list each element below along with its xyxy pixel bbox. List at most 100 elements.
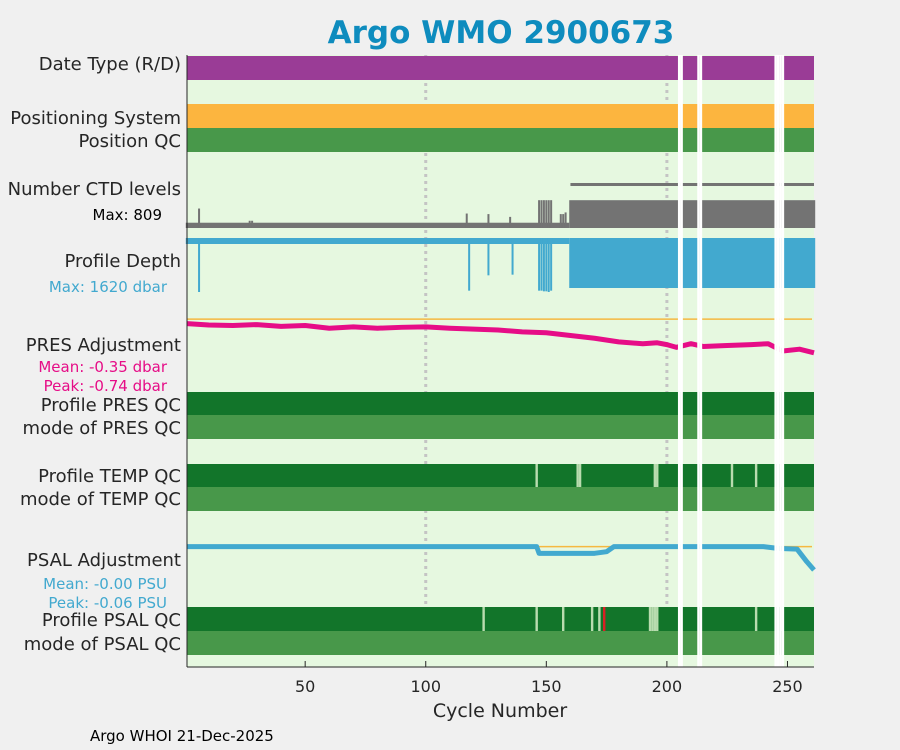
label-date-type: Date Type (R/D): [39, 54, 181, 75]
row-labels: Date Type (R/D) Positioning SystemPositio…: [8, 54, 181, 655]
label-mode-psal-qc: mode of PSAL QC: [24, 634, 181, 655]
x-tick-label-250: 250: [772, 677, 803, 696]
ctd-spike-149: [542, 200, 545, 228]
ctd-block-0: [185, 222, 570, 228]
psal-qc-flag-124: [482, 607, 485, 631]
label-profile-pres-qc: Profile PRES QC: [41, 395, 181, 416]
x-tick-label-150: 150: [531, 677, 562, 696]
x-tick-label-200: 200: [652, 677, 683, 696]
missing-cycle-gap-247: [779, 55, 782, 667]
ctd-spike-151: [547, 200, 550, 228]
psal-qc-flag-237: [754, 607, 758, 631]
label-mode-temp-qc: mode of TEMP QC: [20, 489, 181, 510]
label-profile-temp-qc: Profile TEMP QC: [38, 466, 181, 487]
depth-spike-147: [538, 238, 541, 291]
label-psal-adjustment: PSAL Adjustment: [27, 550, 181, 571]
ctd-spike-126: [487, 214, 490, 228]
psal-qc-flag-146: [535, 607, 538, 631]
missing-cycle-gap-214: [699, 55, 703, 667]
ctd-spike-158: [564, 212, 567, 228]
mode-pres-qc-band: [187, 415, 814, 439]
label-mode-pres-qc: mode of PRES QC: [23, 418, 181, 439]
x-tick-label-50: 50: [295, 677, 315, 696]
depth-spike-136: [511, 238, 514, 275]
depth-spike-148: [540, 238, 543, 291]
label-pres-adjustment: PRES Adjustment: [26, 335, 181, 356]
temp-qc-flag-196: [656, 464, 659, 487]
depth-spike-6: [198, 238, 201, 292]
temp-qc-flag-163: [576, 464, 579, 487]
x-axis-label: Cycle Number: [433, 700, 567, 722]
ctd-block-1: [569, 200, 816, 228]
ctd-spike-27: [248, 220, 251, 228]
psal-qc-flag-169: [590, 607, 594, 631]
label-profile-psal-qc: Profile PSAL QC: [42, 610, 181, 631]
psal-qc-flag-195: [653, 607, 657, 631]
plot-area: [187, 55, 814, 667]
x-tick-label-100: 100: [410, 677, 441, 696]
date-type-band: [187, 56, 814, 80]
label-pres-mean: Mean: -0.35 dbar: [38, 358, 168, 376]
pres-adjustment-line: [186, 321, 815, 356]
psal-qc-flag-194: [651, 607, 654, 631]
ctd-spike-156: [559, 214, 562, 228]
temp-qc-flag-195: [653, 464, 657, 487]
label-pres-peak: Peak: -0.74 dbar: [44, 377, 168, 395]
missing-cycle-gap-245: [774, 55, 777, 667]
footer-credit: Argo WHOI 21-Dec-2025: [90, 727, 274, 745]
temp-qc-flag-146: [535, 464, 538, 487]
depth-block-1: [569, 238, 816, 288]
positioning-system-band: [187, 104, 814, 128]
psal-qc-flag-196: [656, 607, 659, 631]
depth-spike-152: [550, 238, 553, 291]
label-psal-peak: Peak: -0.06 PSU: [48, 594, 167, 612]
profile-pres-qc-band: [187, 392, 814, 415]
temp-qc-flag-237: [754, 464, 758, 487]
ctd-max-edge: [570, 183, 814, 186]
depth-spike-150: [545, 238, 548, 292]
ctd-spike-28: [251, 220, 254, 228]
chart-title: Argo WMO 2900673: [328, 15, 675, 51]
label-number-ctd-levels: Number CTD levels: [8, 179, 181, 200]
temp-qc-flag-164: [578, 464, 582, 487]
ctd-spike-6: [198, 208, 201, 228]
depth-spike-151: [547, 238, 550, 292]
ctd-spike-157: [562, 214, 565, 228]
depth-block-0: [185, 238, 570, 244]
label-positioning-system: Positioning System: [10, 108, 181, 129]
label-profile-depth: Profile Depth: [64, 251, 181, 272]
ctd-spike-150: [545, 200, 548, 228]
ctd-spike-117: [465, 213, 468, 228]
missing-cycle-gaps: [677, 55, 785, 667]
label-position-qc: Position QC: [78, 131, 181, 152]
missing-cycle-gap-246: [776, 55, 780, 667]
psal-qc-bad-flag-174: [602, 607, 606, 631]
ctd-spike-147: [538, 200, 541, 228]
mode-temp-qc-band: [187, 487, 814, 511]
temp-qc-flag-227: [730, 464, 734, 487]
label-ctd-max: Max: 809: [93, 206, 162, 224]
depth-spike-126: [487, 238, 490, 276]
missing-cycle-gap-206: [680, 55, 683, 667]
mode-psal-qc-band: [187, 631, 814, 655]
psal-qc-flag-157: [561, 607, 565, 631]
data-rows: [185, 56, 816, 655]
ctd-spike-152: [550, 200, 553, 228]
x-axis: 50 100 150 200 250: [186, 55, 814, 696]
profile-temp-qc-band: [187, 464, 814, 487]
psal-qc-flag-172: [598, 607, 601, 631]
profile-psal-qc-band: [187, 607, 814, 631]
depth-spike-118: [468, 238, 471, 291]
missing-cycle-gap-213: [697, 55, 700, 667]
label-psal-mean: Mean: -0.00 PSU: [43, 575, 167, 593]
position-qc-band: [187, 128, 814, 152]
missing-cycle-gap-205: [677, 55, 681, 667]
psal-adjustment-line: [187, 544, 816, 572]
label-depth-max: Max: 1620 dbar: [49, 278, 168, 296]
ctd-spike-148: [540, 200, 543, 228]
missing-cycle-gap-248: [781, 55, 785, 667]
psal-qc-flag-193: [648, 607, 652, 631]
depth-spike-149: [542, 238, 545, 292]
ctd-spike-135: [509, 216, 512, 228]
